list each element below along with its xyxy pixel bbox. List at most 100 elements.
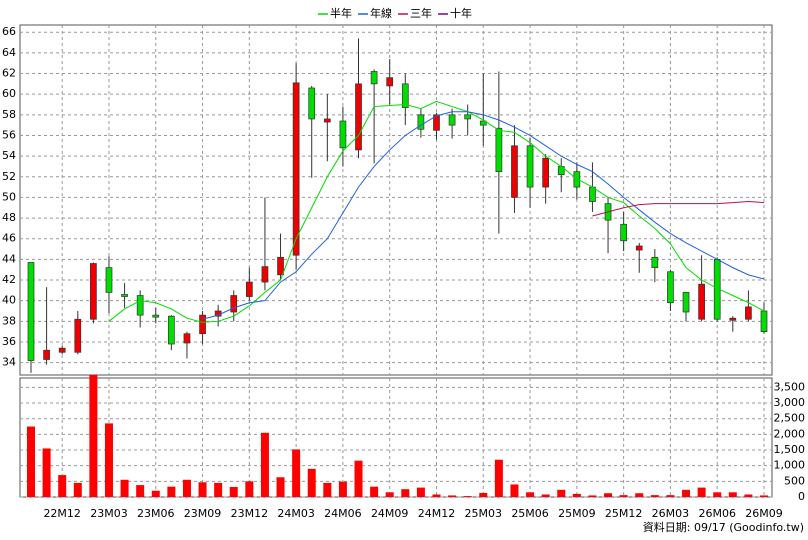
x-tick-label: 26M09 (745, 507, 783, 520)
footer: 資料日期: 09/17 (Goodinfo.tw) (643, 520, 804, 534)
volume-bar (510, 484, 519, 497)
candle-body (542, 157, 550, 188)
candle-body (323, 118, 331, 123)
volume-bar (479, 492, 488, 497)
x-tick-label: 25M09 (558, 507, 596, 520)
y2-tick-label: 2,500 (774, 412, 806, 425)
candle-body (667, 271, 674, 304)
x-tick-label: 25M06 (511, 507, 549, 520)
y-tick-label: 34 (2, 356, 16, 369)
candle-body (152, 314, 160, 318)
volume-bar (557, 489, 566, 497)
volume-bar (650, 495, 659, 497)
candle-body (433, 114, 440, 131)
volume-bar (104, 423, 113, 497)
volume-bar (338, 481, 347, 497)
candle-body (199, 314, 206, 335)
x-tick-label: 22M12 (43, 507, 81, 520)
candle-body (74, 318, 82, 353)
y2-tick-label: 1,000 (774, 459, 806, 472)
candle-body (464, 114, 472, 120)
candle-body (370, 71, 378, 85)
volume-bar (229, 486, 238, 497)
volume-bar (214, 482, 223, 497)
x-tick-label: 25M03 (465, 507, 503, 520)
y-tick-label: 38 (2, 314, 16, 327)
volume-bar (73, 482, 82, 497)
volume-bar (697, 487, 706, 497)
volume-bar (619, 495, 628, 497)
candle-body (526, 145, 534, 188)
ma-line (202, 111, 765, 320)
candle-body (230, 295, 238, 313)
volume-bar (572, 493, 581, 497)
x-tick-label: 24M03 (277, 507, 315, 520)
volume-bar (167, 486, 176, 497)
candle-body (620, 223, 627, 242)
candle-body (401, 83, 409, 108)
y2-tick-label: 0 (798, 490, 805, 503)
volume-bar (666, 495, 675, 497)
ma-line (108, 100, 765, 323)
candle-body (58, 347, 66, 353)
y-tick-label: 48 (2, 211, 16, 224)
volume-bar (432, 494, 441, 497)
candle-body (355, 83, 362, 151)
volume-bar (401, 489, 410, 497)
volume-bar (728, 492, 737, 497)
candle-body (339, 120, 347, 149)
volume-bar (245, 481, 254, 497)
candle-body (277, 256, 284, 276)
candle-body (136, 295, 144, 316)
y-tick-label: 64 (2, 46, 16, 59)
candle-body (168, 315, 175, 345)
volume-bar (120, 479, 129, 497)
candle-body (183, 333, 191, 344)
legend-label: 三年 (410, 6, 432, 20)
volume-bar (323, 482, 332, 497)
candle-body (651, 256, 659, 268)
candle-body (729, 317, 737, 321)
volume-bar (198, 482, 207, 497)
volume-bar (416, 487, 425, 497)
candle-body (261, 266, 269, 283)
x-tick-label: 24M09 (371, 507, 409, 520)
price-frame (19, 24, 773, 376)
y2-tick-label: 500 (784, 474, 805, 487)
x-tick-label: 23M03 (90, 507, 128, 520)
candle-body (417, 114, 425, 130)
y2-tick-label: 3,500 (774, 380, 806, 393)
ma-line (592, 201, 765, 217)
volume-bar (494, 459, 503, 497)
candle-body (682, 292, 690, 313)
volume-bar (354, 460, 363, 497)
volume-bar (744, 494, 753, 497)
candle-body (745, 306, 752, 320)
volume-bar (27, 426, 35, 497)
candle-body (121, 294, 128, 297)
y-tick-label: 36 (2, 335, 16, 348)
volume-frame (19, 377, 773, 498)
x-tick-label: 26M06 (698, 507, 736, 520)
y-tick-label: 58 (2, 108, 16, 121)
x-tick-label: 24M12 (418, 507, 456, 520)
x-tick-label: 23M09 (184, 507, 222, 520)
candle-body (760, 310, 768, 332)
y-tick-label: 60 (2, 87, 16, 100)
volume-bar (307, 468, 316, 497)
legend-label: 半年 (330, 6, 352, 20)
y-tick-label: 62 (2, 67, 16, 80)
candle-body (292, 82, 300, 256)
volume-bar (760, 495, 768, 497)
candle-body (698, 283, 705, 320)
volume-bar (448, 495, 457, 497)
volume-bar (151, 490, 160, 497)
volume-bar (276, 477, 285, 497)
y-tick-label: 52 (2, 170, 16, 183)
candle-body (511, 145, 518, 198)
y2-tick-label: 2,000 (774, 427, 806, 440)
volume-bar (463, 496, 472, 497)
volume-bar (682, 489, 691, 497)
y-tick-label: 42 (2, 273, 16, 286)
